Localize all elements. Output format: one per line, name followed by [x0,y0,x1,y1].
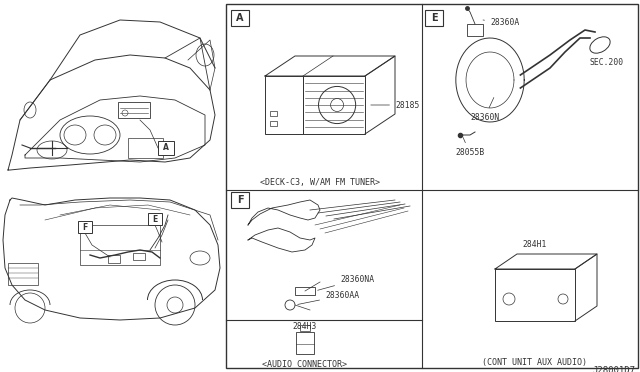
Bar [158,141,174,155]
Bar [495,269,575,321]
Text: 28185: 28185 [371,100,419,109]
Text: 28360N: 28360N [470,97,499,122]
Bar [226,4,638,368]
Bar [467,24,483,36]
Text: <DECK-C3, W/AM FM TUNER>: <DECK-C3, W/AM FM TUNER> [260,178,380,187]
Bar [295,287,315,295]
Bar [133,253,145,260]
Text: 28055B: 28055B [455,138,484,157]
Bar [303,76,365,134]
Bar [8,263,38,285]
Text: E: E [152,215,157,224]
Bar [231,10,249,26]
Bar [118,102,150,118]
Bar [270,121,277,126]
Text: (CONT UNIT AUX AUDIO): (CONT UNIT AUX AUDIO) [483,358,588,367]
Bar [270,111,277,116]
Text: E: E [431,13,437,23]
Text: F: F [237,195,243,205]
Bar [425,10,443,26]
Bar [148,213,162,225]
Bar [78,221,92,233]
Text: SEC.200: SEC.200 [590,58,624,67]
Text: A: A [236,13,244,23]
Text: 284H1: 284H1 [523,240,547,249]
Text: 28360NA: 28360NA [317,275,374,290]
Bar [231,192,249,208]
Bar [80,225,160,265]
Text: <AUDIO CONNECTOR>: <AUDIO CONNECTOR> [262,360,348,369]
Bar [128,138,163,158]
Bar [296,332,314,354]
Text: 284H3: 284H3 [293,322,317,331]
Text: A: A [163,144,169,153]
Text: F: F [83,222,88,231]
Bar [300,325,310,331]
Bar [108,255,120,263]
Text: 28360A: 28360A [483,18,519,27]
Bar [265,76,303,134]
Text: 28360AA: 28360AA [298,291,359,304]
Text: J28001D7: J28001D7 [592,366,635,372]
